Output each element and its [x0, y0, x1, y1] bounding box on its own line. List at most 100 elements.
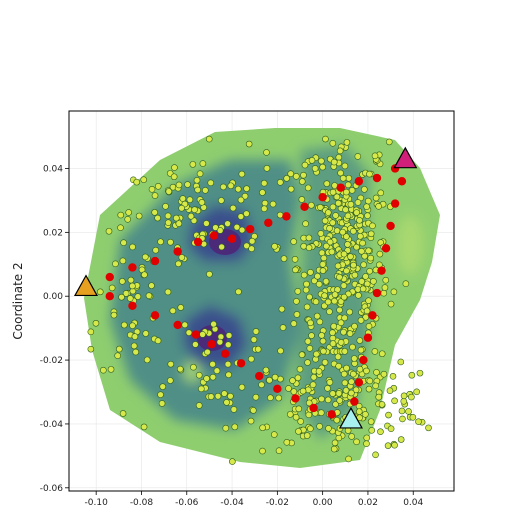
scatter-point: [425, 424, 432, 432]
scatter-point: [368, 427, 376, 434]
scatter-point: [343, 233, 350, 240]
path-point: [386, 221, 395, 231]
scatter-point: [348, 187, 356, 194]
scatter-point: [391, 441, 398, 449]
scatter-point: [110, 311, 118, 319]
scatter-point: [375, 393, 383, 401]
scatter-point: [331, 297, 338, 305]
scatter-point: [217, 333, 225, 341]
scatter-point: [305, 234, 313, 242]
x-tick-label: -0.08: [130, 498, 154, 508]
scatter-point: [100, 366, 107, 374]
scatter-point: [342, 206, 349, 213]
path-point: [336, 183, 345, 192]
scatter-point: [283, 439, 291, 446]
scatter-point: [300, 242, 307, 250]
path-point: [150, 311, 160, 320]
y-tick-label: 0.00: [43, 292, 63, 302]
scatter-point: [278, 305, 286, 313]
scatter-point: [349, 343, 356, 351]
scatter-point: [372, 194, 380, 202]
scatter-point: [190, 363, 197, 371]
scatter-point: [206, 270, 213, 278]
scatter-point: [227, 182, 235, 190]
scatter-point: [217, 197, 225, 204]
scatter-point: [186, 196, 194, 203]
scatter-point: [184, 181, 191, 188]
scatter-point: [335, 390, 343, 397]
scatter-point: [159, 383, 167, 390]
path-point: [300, 202, 309, 211]
scatter-point: [152, 246, 160, 254]
scatter-point: [360, 261, 367, 269]
scatter-point: [380, 370, 388, 378]
x-tick-label: 0.02: [358, 498, 378, 508]
scatter-point: [355, 408, 363, 415]
scatter-point: [299, 387, 307, 395]
scatter-point: [337, 339, 345, 346]
scatter-point: [290, 388, 298, 395]
scatter-point: [140, 423, 148, 431]
scatter-point: [283, 175, 290, 182]
scatter-point: [337, 169, 344, 177]
scatter-point: [210, 320, 217, 328]
scatter-point: [355, 292, 362, 299]
scatter-point: [416, 369, 424, 377]
scatter-point: [105, 227, 113, 235]
scatter-point: [87, 328, 95, 336]
scatter-point: [238, 383, 246, 391]
scatter-point: [120, 239, 127, 246]
scatter-point: [330, 445, 338, 453]
scatter-point: [307, 425, 314, 433]
scatter-point: [329, 139, 337, 147]
path-point: [354, 378, 364, 387]
scatter-point: [238, 226, 246, 234]
scatter-point: [365, 322, 373, 330]
x-tick-label: -0.04: [220, 498, 244, 508]
scatter-point: [124, 216, 132, 223]
scatter-point: [303, 280, 310, 288]
scatter-point: [318, 332, 325, 339]
scatter-point: [335, 154, 343, 161]
scatter-point: [277, 347, 284, 355]
scatter-point: [358, 247, 365, 255]
scatter-point: [315, 368, 323, 375]
scatter-point: [387, 425, 395, 433]
scatter-point: [177, 304, 185, 311]
scatter-point: [373, 369, 380, 376]
scatter-point: [216, 338, 224, 346]
scatter-point: [260, 179, 268, 187]
scatter-point: [275, 394, 282, 402]
scatter-point: [166, 377, 174, 384]
y-tick-label: -0.06: [40, 484, 64, 494]
scatter-point: [266, 376, 273, 384]
scatter-point: [118, 278, 126, 285]
scatter-point: [198, 199, 206, 206]
endpoint-triangle: [338, 406, 363, 429]
scatter-point: [191, 206, 198, 213]
path-point: [128, 301, 137, 310]
scatter-point: [367, 254, 375, 262]
endpoint-triangle: [73, 274, 99, 297]
scatter-point: [314, 272, 321, 280]
scatter-point: [397, 358, 405, 366]
scatter-point: [223, 399, 230, 406]
scatter-point: [154, 214, 161, 222]
scatter-point: [305, 411, 313, 419]
path-point: [354, 177, 364, 186]
scatter-point: [243, 185, 250, 192]
y-tick-label: -0.02: [40, 356, 63, 366]
y-axis-ticks: 0.04 0.02 0.00 -0.02 -0.04 -0.06: [40, 164, 69, 494]
scatter-point: [326, 225, 333, 232]
scatter-point: [335, 199, 342, 207]
scatter-point: [333, 416, 341, 424]
scatter-point: [175, 220, 183, 227]
scatter-point: [362, 273, 369, 280]
scatter-point: [92, 319, 100, 327]
path-point: [191, 330, 201, 339]
scatter-point: [340, 250, 348, 258]
path-point: [291, 394, 300, 403]
scatter-point: [243, 210, 250, 217]
scatter-point: [271, 373, 279, 381]
